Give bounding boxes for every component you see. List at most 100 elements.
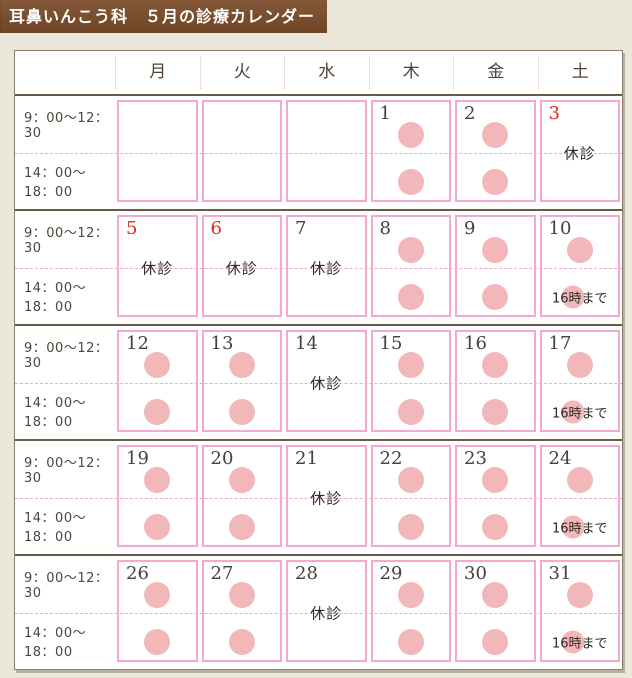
open-circle-afternoon	[397, 514, 424, 540]
day-box: 7 休診	[286, 215, 367, 317]
calendar-day-cell: 23	[453, 441, 538, 554]
open-circle-afternoon	[397, 284, 424, 310]
open-circle-morning	[397, 352, 424, 378]
day-box: 8	[370, 215, 451, 317]
time-slot-afternoon-label: 14：00～18：00	[24, 165, 87, 200]
day-box: 26	[117, 560, 198, 662]
day-box	[117, 100, 198, 202]
day-number: 28	[295, 563, 318, 584]
calendar-day-cell: 20	[200, 441, 285, 554]
day-box: 24 16時まで	[539, 445, 620, 547]
time-slot-morning-label: 9：00～12：30	[24, 226, 109, 257]
open-circle-morning	[228, 467, 255, 493]
time-label-column: 9：00～12：30 14：00～18：00	[15, 211, 115, 324]
open-circle-morning	[566, 467, 593, 493]
open-circle-morning	[228, 352, 255, 378]
closed-label: 休診	[563, 144, 596, 163]
time-label-column: 9：00～12：30 14：00～18：00	[15, 96, 115, 209]
calendar-week-row: 9：00～12：30 14：00～18：00 5 休診 6 休診 7 休診 8 9 10 16時まで	[15, 211, 622, 326]
calendar-week-row: 9：00～12：30 14：00～18：00 1 2 3 休診	[15, 96, 622, 211]
day-box: 13	[201, 330, 282, 432]
calendar-day-cell: 2	[453, 96, 538, 209]
day-box: 22	[370, 445, 451, 547]
time-label-column: 9：00～12：30 14：00～18：00	[15, 441, 115, 554]
open-circle-morning	[482, 122, 509, 148]
calendar-day-cell: 5 休診	[115, 211, 200, 324]
open-circle-afternoon	[482, 399, 509, 425]
calendar-day-cell: 27	[200, 556, 285, 669]
day-number: 27	[210, 563, 234, 584]
open-circle-afternoon	[561, 400, 585, 424]
day-number: 12	[126, 333, 149, 354]
calendar-day-cell: 19	[115, 441, 200, 554]
open-circle-morning	[144, 582, 171, 608]
closed-label: 休診	[310, 374, 343, 393]
day-box: 20	[201, 445, 282, 547]
open-circle-morning	[482, 582, 509, 608]
open-circle-morning	[397, 122, 424, 148]
calendar-week-row: 9：00～12：30 14：00～18：00 26 27 28 休診 29 30 31 16時まで	[15, 556, 622, 669]
until-16-label: 16時まで	[551, 521, 608, 537]
day-number: 2	[464, 103, 476, 124]
day-number: 31	[548, 563, 572, 584]
open-circle-morning	[566, 582, 593, 608]
open-circle-afternoon	[397, 169, 424, 195]
until-16-label: 16時まで	[551, 636, 608, 652]
slot-divider-dashed-line	[15, 497, 622, 499]
open-circle-morning	[144, 467, 171, 493]
slot-divider-dashed-line	[15, 152, 622, 154]
calendar-table: 月 火 水 木 金 土 9：00～12：30 14：00～18：00 1 2 3 休診 9：…	[14, 50, 623, 670]
day-number: 3	[548, 103, 560, 124]
day-box: 15	[370, 330, 451, 432]
calendar-day-cell: 14 休診	[284, 326, 369, 439]
open-circle-afternoon	[228, 399, 255, 425]
day-box: 31 16時まで	[539, 560, 620, 662]
calendar-day-cell: 31 16時まで	[538, 556, 623, 669]
day-box: 3 休診	[539, 100, 620, 202]
open-circle-afternoon	[482, 514, 509, 540]
day-number: 24	[548, 448, 572, 469]
day-number: 6	[210, 218, 222, 239]
day-number: 9	[464, 218, 476, 239]
day-header-thu: 木	[368, 56, 454, 89]
open-circle-morning	[482, 467, 509, 493]
open-circle-afternoon	[561, 515, 585, 539]
day-header-wed: 水	[284, 56, 369, 89]
open-circle-afternoon	[482, 284, 509, 310]
open-circle-morning	[397, 582, 424, 608]
day-header-tue: 火	[199, 56, 285, 89]
calendar-day-cell: 3 休診	[538, 96, 623, 209]
day-number: 8	[379, 218, 391, 239]
open-circle-afternoon	[397, 629, 424, 655]
day-number: 13	[210, 333, 234, 354]
time-slot-morning-label: 9：00～12：30	[24, 111, 109, 142]
calendar-week-row: 9：00～12：30 14：00～18：00 12 13 14 休診 15 16 17 16時まで	[15, 326, 622, 441]
calendar-day-cell	[115, 96, 200, 209]
time-slot-afternoon-label: 14：00～18：00	[24, 510, 87, 545]
time-slot-morning-label: 9：00～12：30	[24, 571, 109, 602]
calendar-week-row: 9：00～12：30 14：00～18：00 19 20 21 休診 22 23 24 16時まで	[15, 441, 622, 556]
day-number: 26	[126, 563, 149, 584]
open-circle-afternoon	[228, 514, 255, 540]
day-box	[286, 100, 367, 202]
closed-label: 休診	[141, 259, 174, 278]
time-label-column: 9：00～12：30 14：00～18：00	[15, 556, 115, 669]
calendar-day-cell: 17 16時まで	[538, 326, 623, 439]
day-box: 28 休診	[286, 560, 367, 662]
day-box: 27	[201, 560, 282, 662]
open-circle-afternoon	[397, 399, 424, 425]
calendar-day-cell: 15	[369, 326, 454, 439]
calendar-day-cell: 9	[453, 211, 538, 324]
open-circle-afternoon	[482, 629, 509, 655]
day-box: 5 休診	[117, 215, 198, 317]
day-number: 17	[548, 333, 572, 354]
slot-divider-dashed-line	[15, 382, 622, 384]
closed-label: 休診	[310, 604, 343, 623]
closed-label: 休診	[225, 259, 258, 278]
time-slot-morning-label: 9：00～12：30	[24, 341, 109, 372]
day-box: 21 休診	[286, 445, 367, 547]
day-box: 29	[370, 560, 451, 662]
day-box: 2	[455, 100, 536, 202]
calendar-day-cell: 10 16時まで	[538, 211, 623, 324]
open-circle-morning	[397, 237, 424, 263]
